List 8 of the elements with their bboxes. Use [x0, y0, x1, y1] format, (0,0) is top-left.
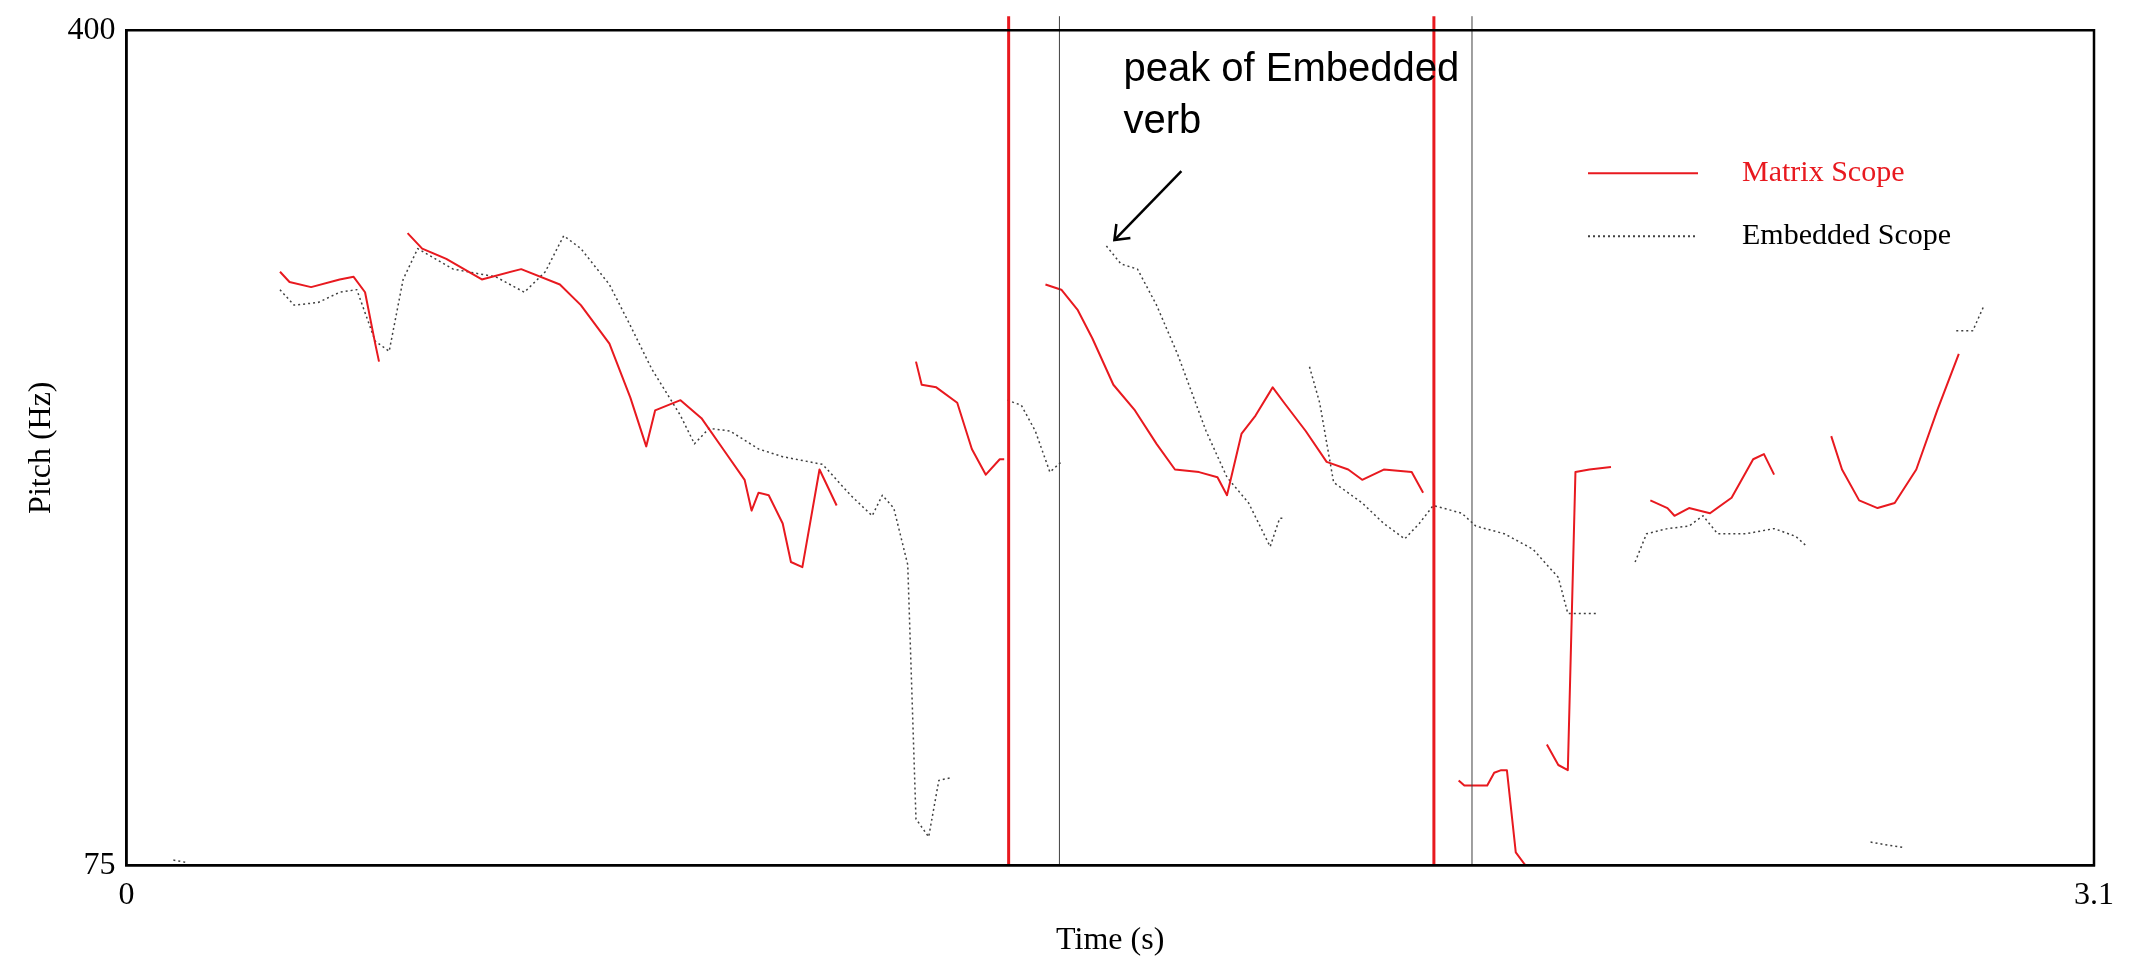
y-tick-label: 75: [83, 844, 116, 881]
legend-label: Matrix Scope: [1742, 154, 1905, 188]
legend-label: Embedded Scope: [1742, 217, 1952, 251]
x-axis-title: Time (s): [1056, 920, 1165, 957]
x-tick-label: 0: [118, 874, 135, 911]
x-tick-label: 3.1: [2074, 874, 2114, 911]
y-axis-title: Pitch (Hz): [20, 381, 57, 514]
y-tick-label: 400: [67, 9, 116, 46]
